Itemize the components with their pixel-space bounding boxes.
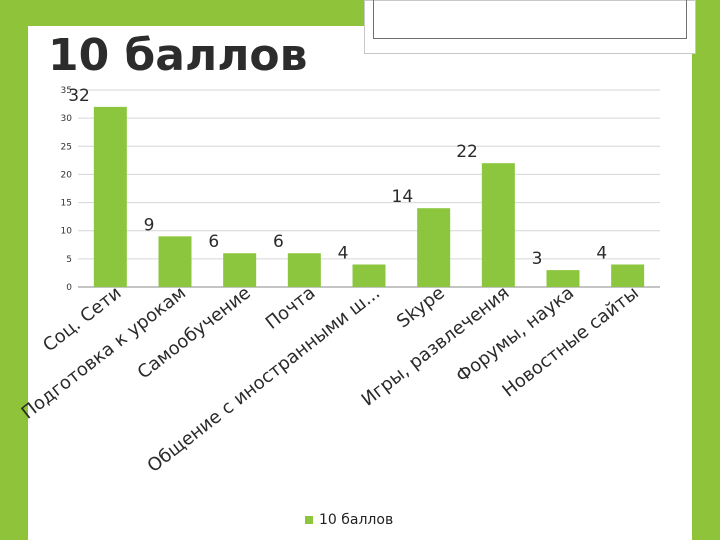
y-axis-ticks: 0 5 10 15 20 25 30 35 — [61, 86, 73, 293]
data-label: 6 — [208, 232, 219, 252]
x-category-label: Skype — [393, 282, 449, 332]
title-decoration-inner — [373, 0, 687, 39]
legend-label: 10 баллов — [319, 512, 394, 528]
data-label: 22 — [456, 142, 478, 162]
x-category-label: Самообучение — [134, 282, 255, 383]
bar — [93, 106, 127, 287]
bar — [158, 236, 192, 287]
y-tick-label: 30 — [61, 114, 73, 124]
data-label: 3 — [532, 249, 543, 269]
y-tick-label: 15 — [61, 199, 72, 209]
x-category-label: Почта — [262, 282, 320, 333]
bar — [546, 270, 580, 287]
y-tick-label: 10 — [61, 227, 73, 237]
bar — [611, 264, 645, 287]
x-category-label: Общение с иностранными ш... — [144, 282, 385, 476]
legend-swatch — [305, 516, 313, 524]
bar — [352, 264, 386, 287]
data-label: 4 — [596, 243, 607, 263]
data-label: 9 — [144, 215, 155, 235]
legend: 10 баллов — [305, 512, 393, 528]
bar — [223, 253, 257, 287]
y-tick-label: 20 — [61, 170, 73, 180]
y-tick-label: 25 — [61, 142, 72, 152]
slide-title: 10 баллов — [48, 30, 308, 81]
bar — [417, 208, 451, 287]
data-label: 4 — [338, 243, 349, 263]
bars — [93, 106, 645, 287]
y-tick-label: 0 — [66, 283, 72, 293]
data-label: 14 — [392, 187, 414, 207]
data-label: 32 — [68, 86, 90, 106]
title-decoration-box — [364, 0, 696, 54]
data-labels: 32 9 6 6 4 14 22 3 4 — [68, 86, 607, 269]
bar — [287, 253, 321, 287]
y-tick-label: 35 — [61, 86, 72, 96]
y-tick-label: 5 — [66, 255, 72, 265]
bar — [481, 163, 515, 287]
data-label: 6 — [273, 232, 284, 252]
